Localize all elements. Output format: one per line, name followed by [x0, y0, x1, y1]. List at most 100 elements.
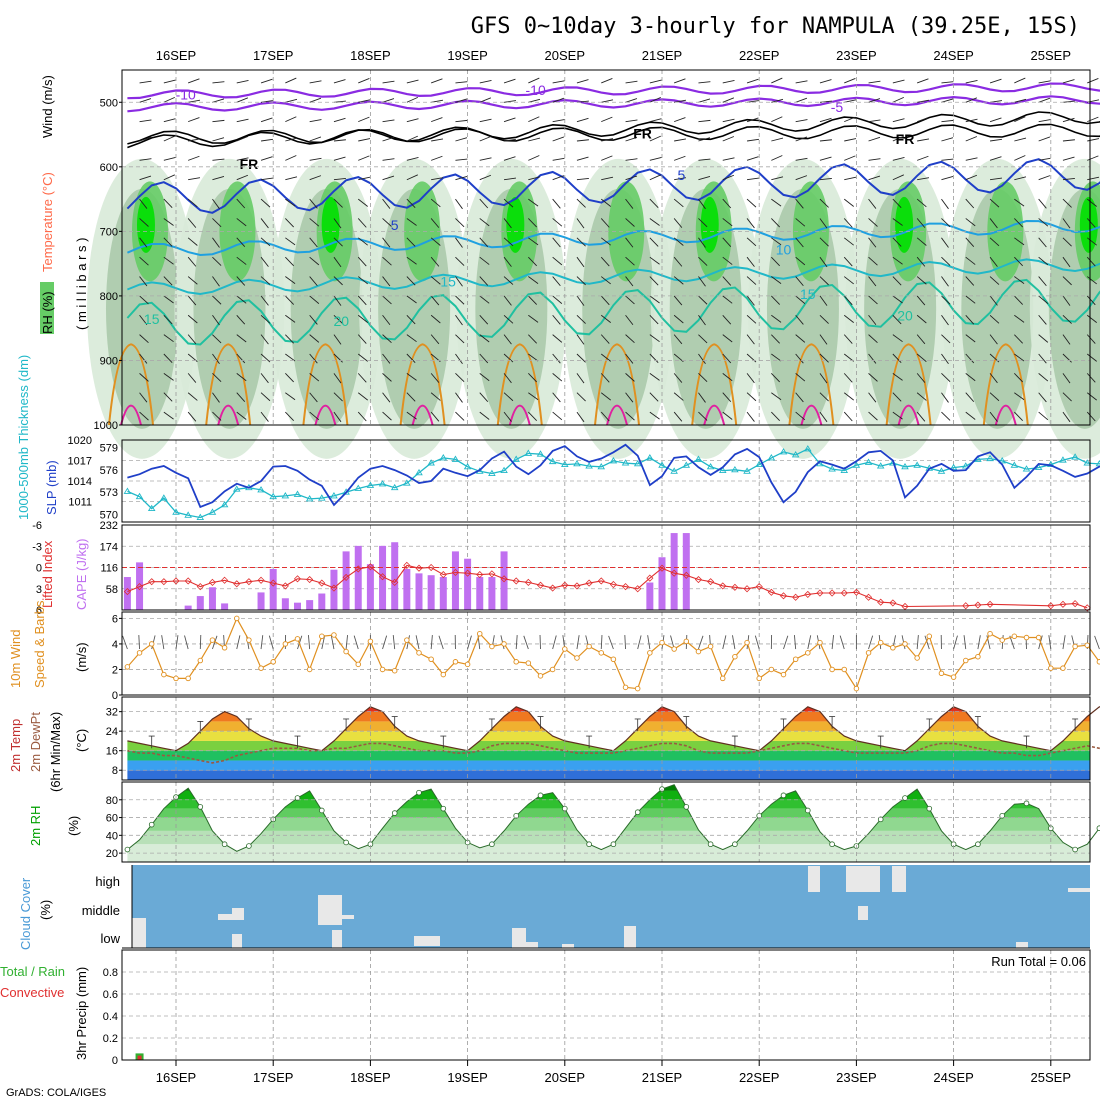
date-top-24SEP: 24SEP — [933, 48, 973, 63]
wind-barb — [698, 334, 708, 344]
wind-barb — [916, 276, 927, 285]
thickness-point — [609, 456, 618, 464]
temp-contour-15 — [127, 258, 1100, 296]
wind-barb — [1062, 276, 1072, 286]
wind-barb — [187, 295, 197, 306]
cloud-patch — [340, 915, 354, 919]
wind-barb — [1014, 276, 1025, 284]
wind-barb — [819, 353, 829, 363]
wind-barb — [188, 99, 201, 103]
thickness-tick-label: 570 — [100, 510, 118, 522]
millibars-label: ( m i l l i b a r s ) — [74, 238, 89, 330]
date-bottom-16SEP: 16SEP — [156, 1070, 196, 1085]
wind-barb — [479, 392, 489, 402]
wind-barb — [1038, 295, 1049, 304]
temp-band — [127, 760, 1090, 771]
rh2m-point — [318, 807, 325, 814]
rh2m-point — [416, 789, 422, 796]
li-point — [281, 582, 289, 590]
wind-barb — [965, 79, 978, 84]
wind-barb — [722, 314, 732, 325]
wind-barb — [771, 373, 781, 383]
wind-barb — [528, 295, 538, 305]
temp2m-tick-label: 8 — [112, 765, 118, 777]
wind-barb — [382, 276, 391, 287]
thickness-point — [403, 479, 411, 486]
wind10m-point — [1084, 642, 1090, 648]
temp2m-labels: 2m Temp 2m DewPt (6hr Min/Max) (°C) — [8, 712, 89, 792]
wind-barb — [406, 96, 418, 103]
wind-barb — [625, 80, 638, 84]
wind-barb — [649, 411, 660, 420]
wind10m-barb — [438, 635, 444, 650]
wind-barb — [1014, 237, 1025, 246]
wind-barb — [333, 334, 342, 345]
wind-barb — [455, 237, 463, 248]
wind-barb — [431, 177, 444, 181]
rh2m-point — [537, 792, 544, 799]
wind-barb — [260, 156, 273, 161]
wind-barb — [649, 372, 660, 381]
wind-barb — [868, 175, 881, 181]
wind-label: Wind (m/s) — [40, 75, 55, 138]
wind10m-point — [136, 650, 143, 656]
wind-barb — [941, 137, 954, 142]
wind-barb — [552, 334, 563, 343]
wind10m-barb — [467, 635, 472, 650]
wind-barb — [1087, 99, 1100, 103]
wind-barb — [892, 295, 903, 304]
li-point — [779, 592, 788, 600]
wind-barb — [698, 353, 706, 364]
li-point — [743, 585, 751, 593]
wind-barb — [746, 237, 757, 247]
li-point — [1059, 600, 1067, 608]
contour-label: -10 — [526, 82, 546, 98]
thickness-tick-label: 573 — [100, 487, 118, 499]
wind-barb — [187, 276, 198, 285]
wind-barb — [1038, 237, 1047, 248]
wind-barb — [819, 218, 828, 229]
wind-barb — [722, 237, 732, 248]
wind10m-point — [647, 650, 653, 656]
temp-contour-m10 — [127, 82, 1100, 100]
wind-barb — [892, 96, 904, 103]
wind-barb — [746, 256, 755, 267]
wind10m-barb — [161, 635, 165, 650]
precip-conv-bar — [137, 1055, 142, 1060]
temp2m-unit: (°C) — [74, 729, 89, 752]
temp-contour-25 — [108, 343, 154, 426]
wind-barb — [819, 295, 828, 306]
wind-barb — [722, 295, 733, 304]
precip-labels: Total / Rain Convective 3hr Precip (mm) — [0, 964, 89, 1060]
cloud-level-low: low — [100, 931, 120, 946]
date-top-23SEP: 23SEP — [836, 48, 876, 63]
thickness-point — [986, 454, 994, 462]
wind-barb — [746, 314, 757, 324]
wind-barb — [333, 79, 346, 84]
thickness-point — [220, 500, 229, 508]
thickness-label: 1000-500mb Thickness (dm) — [16, 355, 31, 520]
wind10m-barb — [236, 635, 241, 650]
contour-label: 15 — [144, 311, 160, 327]
cloud-patch — [512, 928, 526, 948]
wind-barb — [455, 218, 465, 228]
wind-barb — [771, 314, 782, 323]
wind-barb — [309, 276, 318, 287]
cloud-patch — [332, 930, 342, 948]
wind-barb — [576, 198, 586, 208]
wind-barb — [212, 175, 225, 181]
wind-barb — [698, 137, 711, 142]
wind-barb — [187, 117, 200, 123]
cape-bar — [354, 545, 362, 610]
wind-barb — [552, 392, 561, 403]
wind10m-barb — [722, 635, 727, 650]
wind-barb — [625, 353, 634, 364]
wind-barb — [309, 97, 322, 103]
wind-barb — [1014, 176, 1027, 181]
wind-barb — [528, 314, 539, 323]
li-point — [342, 573, 350, 581]
wind-barb — [916, 314, 927, 324]
wind-barb — [576, 392, 586, 402]
wind-barb — [503, 353, 514, 363]
contour-label: FR — [633, 125, 652, 141]
